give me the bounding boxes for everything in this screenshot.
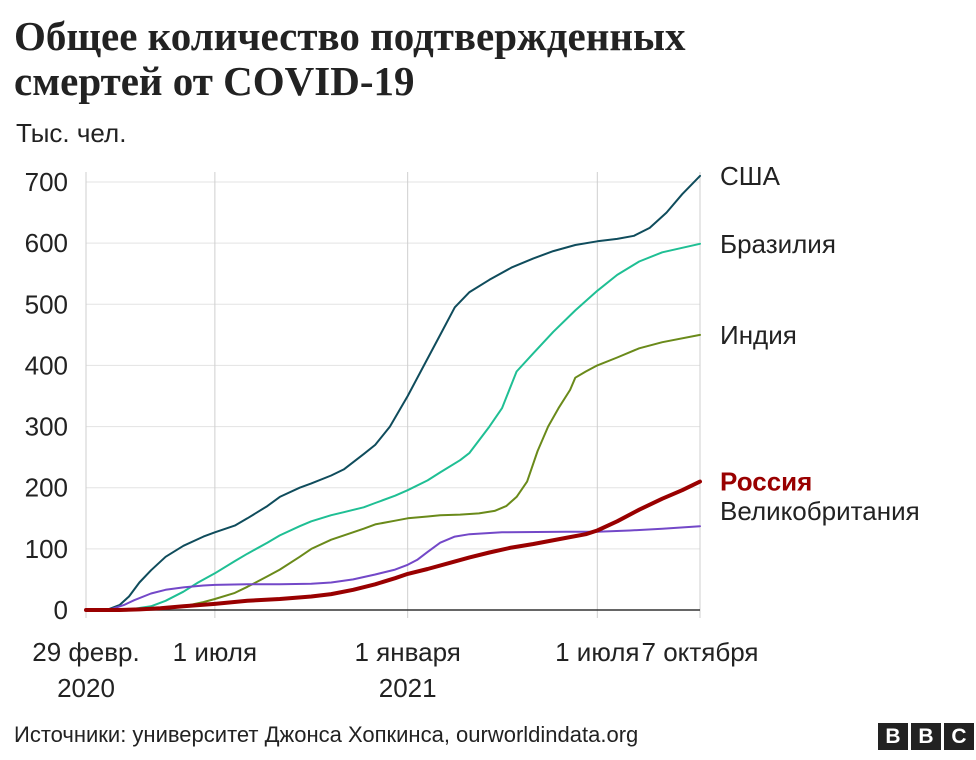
series-line — [85, 333, 701, 611]
series-label: Бразилия — [720, 229, 836, 259]
y-tick-label: 700 — [25, 167, 68, 197]
series-label: Великобритания — [720, 496, 920, 526]
y-tick-label: 300 — [25, 412, 68, 442]
x-tick-label: 1 января — [354, 637, 460, 667]
chart-title-line-2: смертей от COVID-19 — [14, 58, 415, 104]
bbc-logo-letter: C — [944, 723, 974, 750]
y-axis-unit-label: Тыс. чел. — [16, 118, 127, 148]
x-tick-label: 2020 — [57, 673, 115, 703]
bbc-logo-letter: B — [878, 723, 908, 750]
x-tick-label: 1 июля — [173, 637, 257, 667]
bbc-logo-letter: B — [911, 723, 941, 750]
x-tick-label: 1 июля — [555, 637, 639, 667]
bbc-logo: B B C — [878, 723, 974, 750]
x-tick-label: 2021 — [379, 673, 437, 703]
series-line — [85, 525, 701, 611]
y-tick-label: 500 — [25, 289, 68, 319]
series-label: США — [720, 161, 781, 191]
line-chart: 0 100 200 300 400 500 600 700 29 февр. 2020 1 июля… — [25, 161, 920, 703]
x-tick-label: 7 октября — [642, 637, 759, 667]
series-label: Россия — [720, 467, 812, 497]
y-tick-label: 600 — [25, 228, 68, 258]
chart-title: Общее количество подтвержденных смертей … — [14, 14, 914, 104]
chart-title-line-1: Общее количество подтвержденных — [14, 13, 686, 59]
series-line — [85, 174, 701, 611]
y-tick-label: 400 — [25, 350, 68, 380]
y-tick-label: 100 — [25, 534, 68, 564]
y-tick-label: 0 — [54, 595, 68, 625]
x-tick-label: 29 февр. — [32, 637, 140, 667]
series-label: Индия — [720, 320, 797, 350]
series-line — [84, 479, 702, 612]
source-note: Источники: университет Джонса Хопкинса, … — [14, 722, 639, 747]
y-tick-label: 200 — [25, 473, 68, 503]
